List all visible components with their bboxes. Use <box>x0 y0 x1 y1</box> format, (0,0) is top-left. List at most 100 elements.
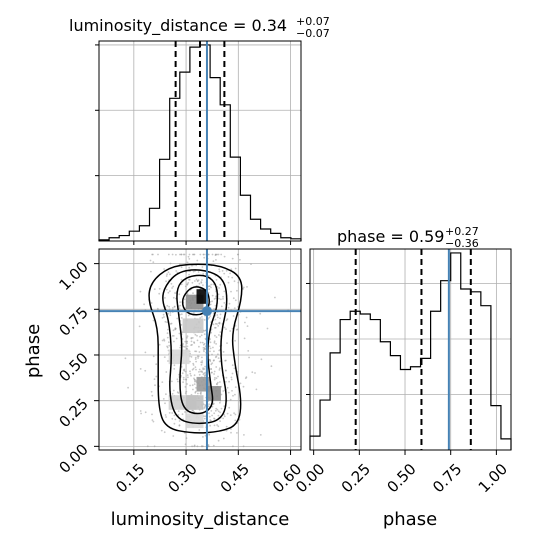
joint-sample-point <box>198 351 201 353</box>
joint-xtick-label-1: 0.30 <box>164 460 200 496</box>
joint-density-cell-5 <box>196 289 207 304</box>
joint-sample-point <box>247 350 250 352</box>
joint-sample-point <box>231 389 233 392</box>
joint-sample-point <box>223 302 226 304</box>
joint-sample-point <box>152 420 155 423</box>
ph-title-sub: −0.36 <box>445 237 479 250</box>
joint-sample-point <box>215 407 218 410</box>
joint-sample-point <box>228 380 231 383</box>
joint-sample-point <box>235 328 238 331</box>
joint-sample-point <box>153 288 156 290</box>
joint-sample-point <box>217 414 220 417</box>
joint-sample-point <box>149 259 152 262</box>
joint-sample-point <box>232 297 235 300</box>
joint-sample-point <box>139 368 142 370</box>
joint-sample-point <box>139 290 142 293</box>
joint-sample-point <box>209 424 212 427</box>
joint-sample-point <box>227 276 230 278</box>
joint-sample-point <box>177 410 180 412</box>
joint-sample-point <box>215 336 218 338</box>
joint-sample-point <box>270 365 273 368</box>
joint-sample-point <box>231 372 234 375</box>
joint-sample-point <box>161 381 164 383</box>
joint-sample-point <box>208 358 211 361</box>
joint-sample-point <box>172 296 175 299</box>
joint-sample-point <box>246 325 249 327</box>
joint-sample-point <box>202 368 205 371</box>
joint-sample-point <box>150 270 152 273</box>
joint-sample-point <box>192 362 195 365</box>
joint-sample-point <box>178 420 181 422</box>
joint-sample-point <box>233 412 236 414</box>
ph-histogram-step <box>309 252 512 450</box>
joint-density-cell-7 <box>206 386 221 401</box>
joint-sample-point <box>180 317 183 319</box>
joint-sample-point <box>260 358 263 361</box>
joint-sample-point <box>219 313 222 316</box>
joint-sample-point <box>214 318 217 321</box>
joint-sample-point <box>184 285 187 288</box>
joint-sample-point <box>179 253 181 256</box>
joint-sample-point <box>184 386 187 388</box>
ph-xtick-label-2: 0.50 <box>383 460 419 496</box>
joint-sample-point <box>214 326 216 329</box>
joint-sample-point <box>209 341 212 344</box>
joint-sample-point <box>237 313 240 316</box>
joint-sample-point <box>174 292 176 294</box>
joint-sample-point <box>150 390 153 393</box>
joint-sample-point <box>214 409 217 412</box>
joint-sample-point <box>168 341 170 344</box>
joint-sample-point <box>209 360 212 363</box>
joint-sample-point <box>189 370 191 373</box>
joint-sample-point <box>219 317 221 320</box>
joint-sample-point <box>152 319 155 322</box>
joint-sample-point <box>218 334 220 336</box>
joint-sample-point <box>188 278 190 281</box>
joint-sample-point <box>180 278 183 281</box>
joint-x-ticks: 0.15 0.30 0.45 0.60 <box>112 450 305 496</box>
joint-sample-point <box>200 391 202 394</box>
joint-sample-point <box>199 370 202 373</box>
ph-xtick-label-3: 0.75 <box>429 460 465 496</box>
joint-sample-point <box>244 321 246 324</box>
ld-quantile-lines <box>174 41 226 241</box>
joint-sample-point <box>180 324 183 326</box>
joint-sample-point <box>166 273 169 276</box>
joint-sample-point <box>186 374 189 376</box>
joint-sample-point <box>178 263 181 266</box>
joint-sample-point <box>215 343 218 345</box>
joint-sample-point <box>223 413 226 416</box>
joint-sample-point <box>210 371 213 374</box>
joint-sample-point <box>230 428 232 430</box>
joint-sample-point <box>236 253 239 256</box>
joint-sample-point <box>202 346 205 349</box>
joint-sample-point <box>179 304 182 307</box>
joint-sample-point <box>144 411 147 414</box>
joint-sample-point <box>165 275 168 277</box>
joint-sample-point <box>193 378 196 381</box>
joint-sample-point <box>230 378 233 381</box>
joint-sample-point <box>214 322 217 325</box>
joint-sample-point <box>176 378 179 381</box>
joint-sample-point <box>208 288 211 290</box>
joint-sample-point <box>186 340 189 343</box>
joint-sample-point <box>212 323 215 326</box>
joint-sample-point <box>182 381 185 384</box>
joint-sample-point <box>164 402 166 405</box>
joint-sample-point <box>222 390 225 392</box>
joint-sample-point <box>165 371 168 373</box>
joint-sample-point <box>173 340 175 343</box>
joint-sample-point <box>232 445 234 448</box>
joint-sample-point <box>184 443 187 446</box>
joint-sample-point <box>226 412 229 415</box>
joint-sample-point <box>227 281 230 284</box>
joint-sample-point <box>210 363 213 366</box>
joint-sample-point <box>242 288 245 290</box>
joint-sample-point <box>230 268 233 271</box>
joint-sample-point <box>225 319 228 322</box>
joint-sample-point <box>189 384 192 387</box>
joint-sample-point <box>172 285 175 288</box>
joint-sample-point <box>167 360 169 362</box>
joint-sample-point <box>219 331 222 333</box>
